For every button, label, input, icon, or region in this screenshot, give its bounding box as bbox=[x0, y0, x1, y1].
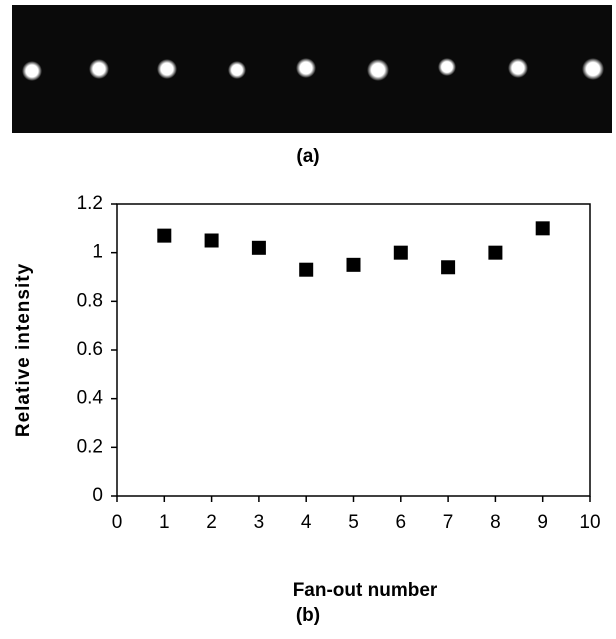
y-tick-label: 0.8 bbox=[77, 290, 103, 311]
marker bbox=[441, 260, 456, 275]
x-axis-title: Fan-out number bbox=[293, 580, 438, 601]
x-tick-label: 8 bbox=[490, 512, 501, 533]
x-tick-label: 7 bbox=[443, 512, 454, 533]
x-tick-label: 3 bbox=[254, 512, 265, 533]
y-tick-label: 0.2 bbox=[77, 436, 103, 457]
marker bbox=[204, 233, 219, 248]
marker bbox=[157, 228, 172, 243]
marker bbox=[488, 245, 503, 260]
x-tick-label: 6 bbox=[396, 512, 407, 533]
x-tick-label: 4 bbox=[301, 512, 312, 533]
x-tick-label: 10 bbox=[579, 512, 600, 533]
y-tick-label: 0 bbox=[92, 485, 103, 506]
chart-caption: (b) bbox=[296, 605, 320, 626]
x-tick-label: 5 bbox=[348, 512, 359, 533]
y-tick-label: 1 bbox=[92, 242, 103, 263]
x-tick-label: 2 bbox=[206, 512, 217, 533]
marker bbox=[299, 262, 314, 277]
y-tick-label: 0.6 bbox=[77, 339, 103, 360]
marker bbox=[535, 221, 550, 236]
marker bbox=[346, 257, 361, 272]
marker bbox=[251, 240, 266, 255]
x-tick-label: 0 bbox=[112, 512, 123, 533]
y-axis-title: Relative intensity bbox=[13, 263, 34, 437]
x-tick-label: 9 bbox=[537, 512, 548, 533]
marker bbox=[393, 245, 408, 260]
image-caption: (a) bbox=[296, 146, 319, 167]
y-tick-label: 1.2 bbox=[77, 193, 103, 214]
plot-frame bbox=[116, 203, 591, 497]
spot-image bbox=[12, 5, 612, 133]
y-tick-label: 0.4 bbox=[77, 388, 104, 409]
x-tick-label: 1 bbox=[159, 512, 170, 533]
